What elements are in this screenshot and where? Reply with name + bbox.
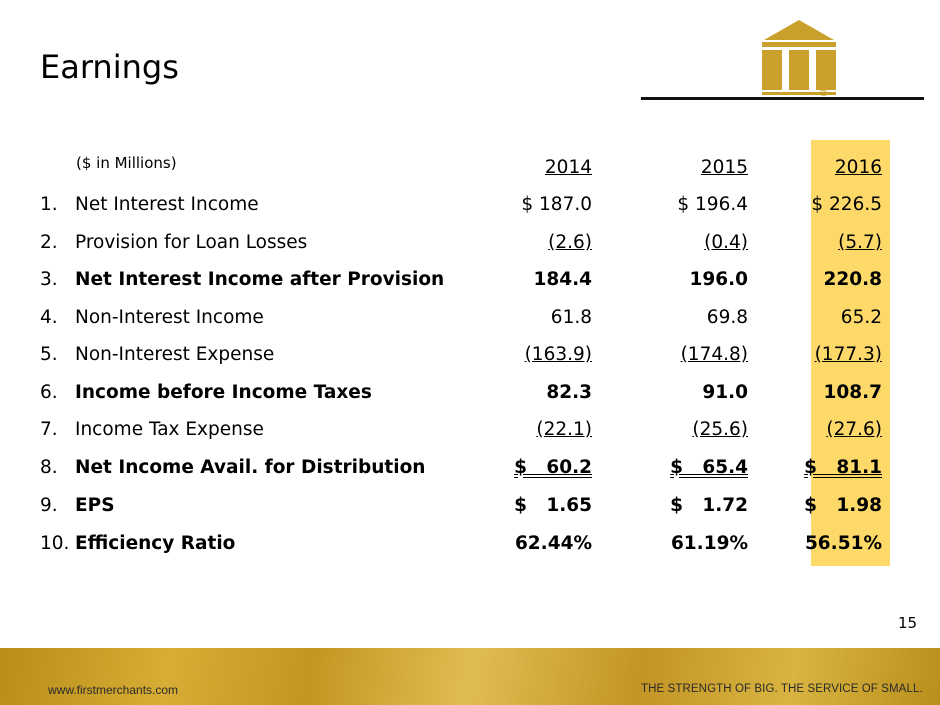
row-label: Net Interest Income xyxy=(75,194,259,215)
column-header-2014: 2014 xyxy=(544,157,592,178)
value-2015: $ 196.4 xyxy=(677,194,748,215)
value-2015: (0.4) xyxy=(704,232,748,253)
column-header-2016: 2016 xyxy=(834,157,882,178)
row-label: Net Interest Income after Provision xyxy=(75,269,445,290)
column-header-2015: 2015 xyxy=(700,157,748,178)
row-label: Income before Income Taxes xyxy=(75,382,372,403)
table-row: 1. Net Interest Income $ 187.0 $ 196.4 $… xyxy=(0,193,940,217)
table-row: 10. Efficiency Ratio 62.44% 61.19% 56.51… xyxy=(0,532,940,556)
page-number: 15 xyxy=(898,614,918,632)
row-number: 6. xyxy=(40,382,58,403)
value-2015: $ 1.72 xyxy=(670,495,748,516)
row-label: Provision for Loan Losses xyxy=(75,232,308,253)
value-2015: (25.6) xyxy=(692,419,748,440)
value-2015: 69.8 xyxy=(706,307,748,328)
row-label: Income Tax Expense xyxy=(75,419,264,440)
row-label: Non-Interest Expense xyxy=(75,344,275,365)
value-2016: 108.7 xyxy=(823,382,882,403)
row-number: 1. xyxy=(40,194,58,215)
value-2016: (5.7) xyxy=(838,232,882,253)
row-number: 3. xyxy=(40,269,58,290)
footer-tagline: THE STRENGTH OF BIG. THE SERVICE OF SMAL… xyxy=(641,683,923,695)
units-label: ($ in Millions) xyxy=(76,154,177,172)
footer-website-link[interactable]: www.firstmerchants.com xyxy=(48,683,179,697)
footer-band xyxy=(0,648,940,705)
value-2015: 61.19% xyxy=(670,533,748,554)
page-title: Earnings xyxy=(40,48,179,86)
value-2015: (174.8) xyxy=(680,344,748,365)
row-number: 8. xyxy=(40,457,58,478)
table-row: 7. Income Tax Expense (22.1) (25.6) (27.… xyxy=(0,418,940,442)
value-2015: 91.0 xyxy=(702,382,748,403)
value-2016: $ 1.98 xyxy=(804,495,882,516)
value-2016: $ 226.5 xyxy=(811,194,882,215)
value-2014: (163.9) xyxy=(524,344,592,365)
value-2014: $ 60.2 xyxy=(514,457,592,478)
value-2016: 56.51% xyxy=(804,533,882,554)
value-2016: (27.6) xyxy=(826,419,882,440)
table-row: 4. Non-Interest Income 61.8 69.8 65.2 xyxy=(0,306,940,330)
row-number: 9. xyxy=(40,495,58,516)
value-2014: 62.44% xyxy=(514,533,592,554)
value-2014: (22.1) xyxy=(536,419,592,440)
row-number: 2. xyxy=(40,232,58,253)
table-row: 6. Income before Income Taxes 82.3 91.0 … xyxy=(0,381,940,405)
column-header-row: 2014 2015 2016 xyxy=(0,156,940,180)
value-2016: (177.3) xyxy=(814,344,882,365)
value-2016: 220.8 xyxy=(823,269,882,290)
value-2014: (2.6) xyxy=(548,232,592,253)
value-2015: $ 65.4 xyxy=(670,457,748,478)
value-2014: 184.4 xyxy=(533,269,592,290)
value-2015: 196.0 xyxy=(689,269,748,290)
value-2014: $ 187.0 xyxy=(521,194,592,215)
table-row: 9. EPS $ 1.65 $ 1.72 $ 1.98 xyxy=(0,494,940,518)
columns-building-icon: ® xyxy=(762,20,836,99)
row-label: Net Income Avail. for Distribution xyxy=(75,457,426,478)
row-number: 4. xyxy=(40,307,58,328)
logo-divider xyxy=(641,97,924,100)
row-label: EPS xyxy=(75,495,115,516)
value-2016: $ 81.1 xyxy=(804,457,882,478)
table-row: 8. Net Income Avail. for Distribution $ … xyxy=(0,456,940,480)
row-number: 7. xyxy=(40,419,58,440)
table-row: 3. Net Interest Income after Provision 1… xyxy=(0,268,940,292)
row-label: Non-Interest Income xyxy=(75,307,264,328)
value-2016: 65.2 xyxy=(840,307,882,328)
row-number: 10. xyxy=(40,533,70,554)
svg-text:®: ® xyxy=(818,86,829,99)
table-row: 2. Provision for Loan Losses (2.6) (0.4)… xyxy=(0,231,940,255)
row-number: 5. xyxy=(40,344,58,365)
value-2014: 61.8 xyxy=(550,307,592,328)
value-2014: 82.3 xyxy=(546,382,592,403)
column-2016-highlight xyxy=(811,140,890,566)
table-row: 5. Non-Interest Expense (163.9) (174.8) … xyxy=(0,343,940,367)
row-label: Efficiency Ratio xyxy=(75,533,236,554)
company-logo: ® xyxy=(752,18,846,100)
value-2014: $ 1.65 xyxy=(514,495,592,516)
